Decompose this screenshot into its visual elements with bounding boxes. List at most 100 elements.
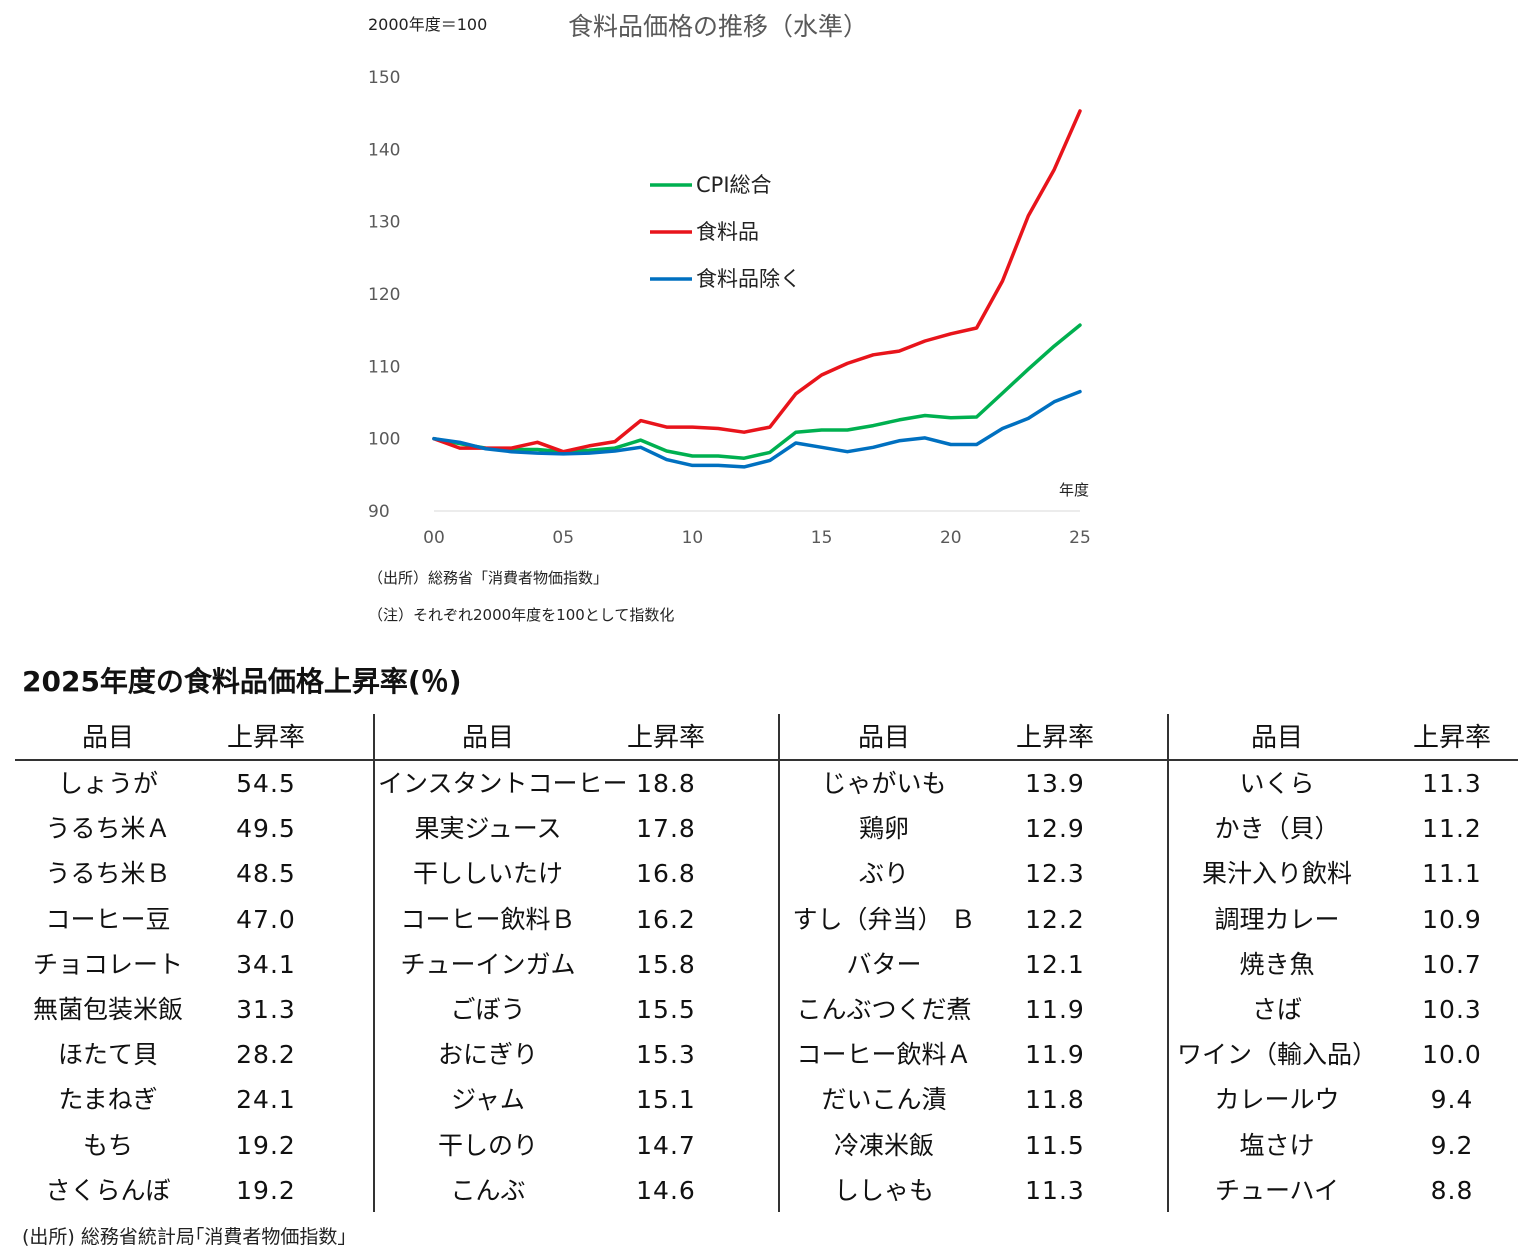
rate-cell: 11.8 (1025, 1085, 1085, 1115)
rate-cell: 31.3 (236, 995, 296, 1024)
legend-label: 食料品除く (696, 267, 801, 291)
rate-cell: 13.9 (1025, 769, 1085, 798)
item-cell: うるち米Ａ (45, 814, 171, 844)
item-cell: だいこん漬 (821, 1085, 947, 1115)
header-item: 品目 (1250, 723, 1303, 753)
table-header-divider (15, 759, 1518, 761)
x-axis-tick-labels: 00 05 10 15 20 25 (423, 528, 1091, 548)
rate-cell: 14.6 (636, 1175, 696, 1205)
rate-cell: 15.3 (636, 1040, 696, 1070)
item-cell: 干しのり (437, 1130, 538, 1160)
rate-cell: 28.2 (236, 1040, 296, 1070)
item-cell: すし（弁当） Ｂ (792, 904, 976, 934)
header-rate: 上昇率 (626, 723, 705, 753)
item-cell: 鶏卵 (858, 814, 909, 844)
item-cell: ごぼう (450, 995, 526, 1024)
rate-cell: 16.2 (636, 904, 696, 934)
item-cell: おにぎり (437, 1040, 538, 1070)
rate-cell: 11.3 (1422, 769, 1482, 798)
x-tick-label: 25 (1069, 528, 1091, 548)
rate-cell: 11.9 (1025, 995, 1085, 1024)
item-cell: こんぶ (450, 1175, 526, 1205)
rate-cell: 34.1 (236, 949, 296, 979)
item-cell: じゃがいも (821, 769, 947, 798)
x-tick-label: 05 (552, 528, 574, 548)
rate-cell: 11.5 (1025, 1130, 1085, 1160)
y-tick-label: 110 (368, 357, 400, 377)
item-cell: コーヒー飲料Ｂ (400, 904, 576, 934)
y-tick-label: 90 (368, 502, 390, 522)
y-tick-label: 140 (368, 140, 400, 160)
rate-cell: 19.2 (236, 1130, 296, 1160)
item-cell: しょうが (57, 769, 158, 798)
item-cell: ぶり (858, 859, 909, 889)
rate-cell: 15.5 (636, 995, 696, 1024)
rate-cell: 18.8 (636, 769, 696, 798)
rate-cell: 10.3 (1422, 995, 1482, 1024)
chart-unit-note: 2000年度＝100 (368, 15, 487, 34)
header-item: 品目 (461, 723, 514, 753)
rate-cell: 10.9 (1422, 904, 1482, 934)
rate-cell: 10.7 (1422, 949, 1482, 979)
rate-cell: 9.2 (1430, 1130, 1474, 1160)
y-tick-label: 150 (368, 68, 400, 88)
item-cell: ほたて貝 (57, 1040, 158, 1070)
rate-cell: 12.3 (1025, 859, 1085, 889)
rate-cell: 15.8 (636, 949, 696, 979)
item-cell: 果実ジュース (414, 814, 562, 844)
y-tick-label: 100 (368, 430, 400, 450)
legend-label: 食料品 (696, 220, 759, 244)
rate-cell: 14.7 (636, 1130, 696, 1160)
item-cell: たまねぎ (58, 1085, 158, 1115)
item-cell: コーヒー豆 (45, 904, 171, 934)
rate-cell: 24.1 (236, 1085, 296, 1115)
series-lines (432, 109, 1082, 469)
item-cell: 果汁入り飲料 (1201, 859, 1352, 889)
item-cell: ししゃも (833, 1175, 934, 1205)
rate-cell: 15.1 (636, 1085, 696, 1115)
rate-cell: 9.4 (1430, 1085, 1474, 1115)
rate-cell: 19.2 (236, 1175, 296, 1205)
item-cell: コーヒー飲料Ａ (796, 1040, 972, 1070)
series-line-2 (432, 109, 1082, 454)
item-cell: 冷凍米飯 (833, 1130, 934, 1160)
column-divider (373, 714, 375, 1212)
header-rate: 上昇率 (1015, 723, 1094, 753)
column-divider (778, 714, 780, 1212)
item-cell: いくら (1239, 769, 1315, 798)
rate-cell: 54.5 (236, 769, 296, 798)
rate-cell: 11.9 (1025, 1040, 1085, 1070)
price-trend-chart: 2000年度＝100 食料品価格の推移（水準） 90 100 110 120 130 14… (368, 12, 1091, 548)
header-rate: 上昇率 (226, 723, 305, 753)
series-line-3 (432, 389, 1082, 469)
rate-cell: 11.2 (1422, 814, 1482, 844)
item-cell: 焼き魚 (1239, 949, 1315, 979)
x-tick-label: 10 (682, 528, 704, 548)
item-cell: 無菌包装米飯 (32, 995, 183, 1024)
rate-cell: 49.5 (236, 814, 296, 844)
item-cell: かき（貝） (1214, 814, 1340, 844)
item-cell: カレールウ (1214, 1085, 1340, 1115)
x-axis-label: 年度 (1059, 481, 1089, 499)
x-tick-label: 15 (811, 528, 833, 548)
rate-cell: 47.0 (236, 904, 296, 934)
header-rate: 上昇率 (1412, 723, 1491, 753)
table-title: 2025年度の食料品価格上昇率(％) (22, 665, 462, 698)
rate-cell: 11.3 (1025, 1175, 1085, 1205)
item-cell: もち (82, 1130, 133, 1160)
item-cell: チョコレート (32, 949, 183, 979)
rate-cell: 48.5 (236, 859, 296, 889)
rate-cell: 10.0 (1422, 1040, 1482, 1070)
item-cell: チューハイ (1214, 1175, 1339, 1205)
header-item: 品目 (857, 723, 910, 753)
x-tick-label: 00 (423, 528, 445, 548)
chart-source-note: （出所）総務省「消費者物価指数」 (368, 569, 609, 587)
price-increase-table: 品目 上昇率 しょうが 54.5 うるち米Ａ 49.5 うるち米Ｂ 48.5 コーヒー豆 47.0… (15, 714, 1518, 1212)
item-cell: バター (846, 949, 922, 979)
chart-index-note: （注）それぞれ2000年度を100として指数化 (368, 606, 675, 624)
item-cell: さくらんぼ (45, 1175, 171, 1205)
rate-cell: 16.8 (636, 859, 696, 889)
item-cell: ワイン（輸入品） (1176, 1040, 1377, 1070)
rate-cell: 12.1 (1025, 949, 1085, 979)
